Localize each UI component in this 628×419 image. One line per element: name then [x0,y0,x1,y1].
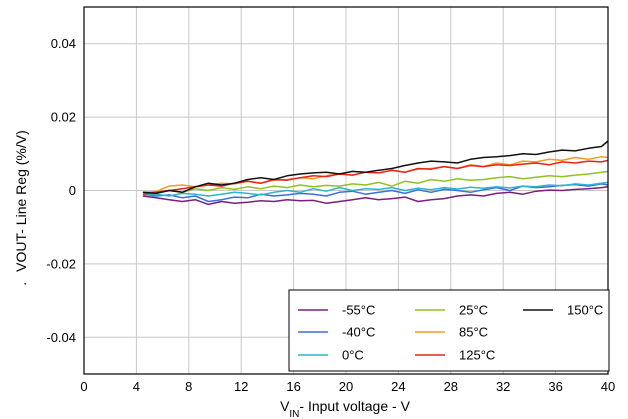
x-tick-label: 12 [234,379,248,394]
legend-label: -40°C [342,325,375,340]
y-tick-label: 0.02 [51,110,76,125]
y-axis-label-prefix: . [13,282,29,286]
x-tick-label: 32 [496,379,510,394]
plot-frame [83,6,609,375]
legend-label: 85°C [459,325,488,340]
x-tick-label: 4 [133,379,140,394]
series-line-5 [142,159,609,195]
legend-box [288,289,610,372]
x-tick-label: 24 [391,379,405,394]
legend-label: 25°C [459,303,488,318]
y-tick-labels: -0.04 -0.02 0 0.02 0.04 [46,36,76,345]
series-line-3 [142,170,609,195]
x-tick-label: 16 [286,379,300,394]
x-axis-label-rest: - Input voltage - V [299,398,410,414]
y-axis-label-text: VOUT- Line Reg (%/V) [13,130,29,272]
series-line-0 [142,186,609,206]
series-line-6 [142,140,609,195]
x-axis-label: VIN- Input voltage - V [280,398,411,419]
legend-label: -55°C [342,303,375,318]
y-tick-label: 0.04 [51,36,76,51]
x-tick-label: 0 [80,379,87,394]
series-lines [142,140,609,206]
x-tick-label: 8 [185,379,192,394]
legend: -55°C -40°C 0°C 25°C 85°C 125°C 150°C [288,289,610,372]
legend-label: 0°C [342,348,364,363]
x-tick-label: 28 [444,379,458,394]
x-tick-label: 20 [339,379,353,394]
y-tick-label: -0.02 [46,256,76,271]
x-axis-label-subscript: IN [289,409,299,419]
legend-label: 125°C [459,348,495,363]
series-line-1 [142,183,609,203]
legend-label: 150°C [567,303,603,318]
y-tick-label: -0.04 [46,330,76,345]
x-axis-label-main: V [280,398,290,414]
x-tick-labels: 0 4 8 12 16 20 24 28 32 36 40 [80,379,615,394]
x-tick-label: 40 [601,379,615,394]
y-tick-label: 0 [69,183,76,198]
y-axis-label: . VOUT- Line Reg (%/V) [13,130,29,286]
x-tick-label: 36 [548,379,562,394]
series-line-2 [142,181,609,197]
